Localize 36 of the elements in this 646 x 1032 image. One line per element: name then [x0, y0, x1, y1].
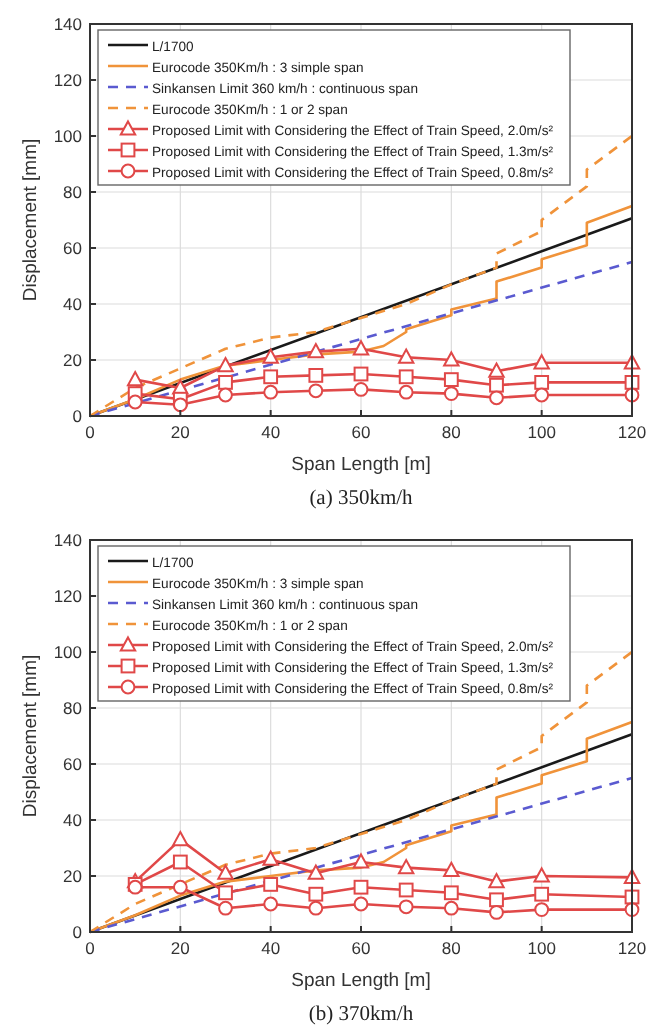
y-tick-label: 0 — [72, 922, 83, 942]
x-tick-label: 40 — [261, 938, 281, 958]
x-tick-label: 0 — [85, 422, 96, 442]
y-tick-label: 120 — [53, 586, 83, 606]
x-tick-label: 60 — [351, 422, 371, 442]
y-tick-label: 80 — [63, 182, 83, 202]
x-tick-label: 40 — [261, 422, 281, 442]
y-tick-label: 20 — [63, 866, 83, 886]
y-tick-label: 40 — [63, 810, 83, 830]
y-tick-label: 60 — [63, 754, 83, 774]
text: (b) 370km/h — [308, 1004, 415, 1026]
y-tick-label: 100 — [53, 642, 83, 662]
y-tick-label: 80 — [63, 698, 83, 718]
x-tick-label: 80 — [441, 938, 462, 958]
x-axis-title: Span Length [m] — [291, 454, 431, 476]
x-tick-label: 120 — [617, 422, 646, 442]
text: (a) 350km/h — [309, 488, 415, 510]
y-tick-label: 100 — [53, 126, 83, 146]
x-tick-label: 80 — [441, 422, 462, 442]
y-tick-label: 0 — [72, 406, 83, 426]
x-axis-title: Span Length [m] — [291, 970, 431, 992]
y-tick-label: 40 — [63, 294, 83, 314]
y-axis-title: Displacement [mm] — [20, 138, 42, 302]
y-tick-label: 120 — [53, 70, 83, 90]
x-tick-label: 100 — [527, 938, 557, 958]
x-tick-label: 20 — [170, 422, 191, 442]
x-tick-label: 100 — [527, 422, 557, 442]
y-axis-title: Displacement [mm] — [20, 654, 42, 818]
y-tick-label: 60 — [63, 238, 83, 258]
x-tick-label: 20 — [170, 938, 191, 958]
y-tick-label: 20 — [63, 350, 83, 370]
x-tick-label: 120 — [617, 938, 646, 958]
x-tick-label: 60 — [351, 938, 371, 958]
y-tick-label: 140 — [53, 530, 83, 550]
y-tick-label: 140 — [53, 14, 83, 34]
x-tick-label: 0 — [85, 938, 96, 958]
